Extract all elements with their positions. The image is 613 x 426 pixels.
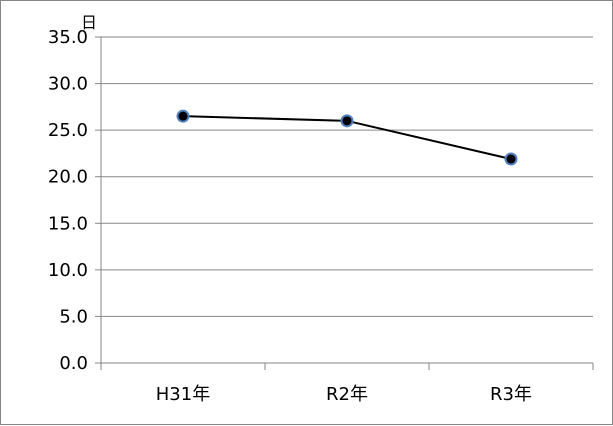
y-tick-labels: 0.0 5.0 10.0 15.0 20.0 25.0 30.0 35.0 — [48, 27, 88, 374]
series — [176, 109, 518, 166]
y-tick-label: 35.0 — [48, 27, 88, 48]
x-tick-label: R2年 — [326, 384, 368, 405]
axes — [95, 36, 594, 370]
data-point — [504, 152, 518, 166]
y-tick-label: 20.0 — [48, 167, 88, 188]
y-tick-label: 30.0 — [48, 74, 88, 95]
x-tick-label: R3年 — [490, 384, 532, 405]
gridlines — [101, 36, 593, 317]
x-tick-labels: H31年 R2年 R3年 — [156, 384, 532, 405]
y-tick-label: 15.0 — [48, 213, 88, 234]
data-point — [340, 114, 354, 128]
y-tick-label: 0.0 — [59, 353, 88, 374]
y-tick-label: 10.0 — [48, 260, 88, 281]
x-tick-label: H31年 — [156, 384, 210, 405]
y-unit-label: 日 — [81, 13, 97, 32]
y-tick-label: 5.0 — [59, 306, 88, 327]
y-tick-label: 25.0 — [48, 120, 88, 141]
data-point — [176, 109, 190, 123]
